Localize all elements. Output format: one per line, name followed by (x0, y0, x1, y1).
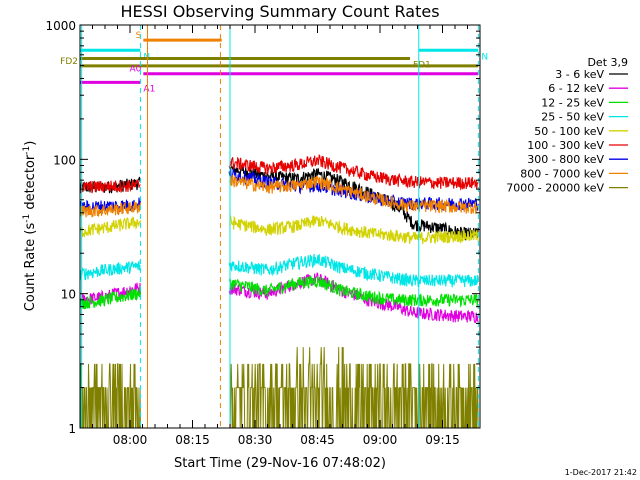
series-line (79, 275, 479, 310)
footer-date: 1-Dec-2017 21:42 (565, 468, 637, 477)
legend-label: 3 - 6 keV (555, 68, 604, 81)
chart-title: HESSI Observing Summary Count Rates (120, 2, 439, 21)
axis-layer: 08:00 08:15 08:30 08:45 09:00 09:15 1 10 100 1000 (45, 19, 480, 447)
y-tick-label: 1000 (45, 19, 76, 33)
series-line (79, 253, 479, 288)
y-axis-label: Count Rate (s-1 detector-1) (22, 141, 38, 312)
x-tick-label: 08:00 (113, 433, 148, 447)
legend-label: 6 - 12 keV (548, 82, 604, 95)
legend-label: 800 - 7000 keV (520, 167, 604, 180)
y-axis-label-part: ) (23, 141, 38, 146)
flag-label: A0 (129, 65, 141, 75)
x-tick-label: 08:15 (175, 433, 210, 447)
y-axis-label-exponent: -1 (22, 146, 32, 155)
legend-label: 50 - 100 keV (534, 125, 604, 138)
vline-layer (81, 25, 479, 428)
legend-label: 12 - 25 keV (541, 96, 604, 109)
legend-label: 300 - 800 keV (527, 153, 604, 166)
flag-label: FD2 (60, 57, 78, 67)
flag-label: S (136, 31, 142, 41)
series-line (79, 215, 479, 245)
x-tick-label: 09:00 (363, 433, 398, 447)
legend-label: 7000 - 20000 keV (506, 182, 604, 195)
flag-layer: SNNFD1FD2A0A1 (60, 31, 488, 94)
x-axis-label: Start Time (29-Nov-16 07:48:02) (174, 456, 386, 471)
series-line (79, 153, 479, 194)
y-axis-label-part: Count Rate (s (23, 223, 38, 312)
flag-label: A1 (143, 84, 155, 94)
y-axis-label-exponent: -1 (22, 214, 32, 223)
x-tick-label: 08:30 (238, 433, 273, 447)
y-tick-label: 100 (53, 153, 76, 167)
series-line (79, 174, 479, 218)
y-tick-label: 1 (68, 422, 76, 436)
y-axis-label-part: detector (23, 154, 38, 214)
y-tick-label: 10 (61, 288, 76, 302)
legend-label: 100 - 300 keV (527, 139, 604, 152)
x-tick-label: 08:45 (300, 433, 335, 447)
legend-title: Det 3,9 (587, 56, 628, 69)
legend-label: 25 - 50 keV (541, 111, 604, 124)
flag-label: N (481, 52, 488, 62)
x-tick-label: 09:15 (425, 433, 460, 447)
